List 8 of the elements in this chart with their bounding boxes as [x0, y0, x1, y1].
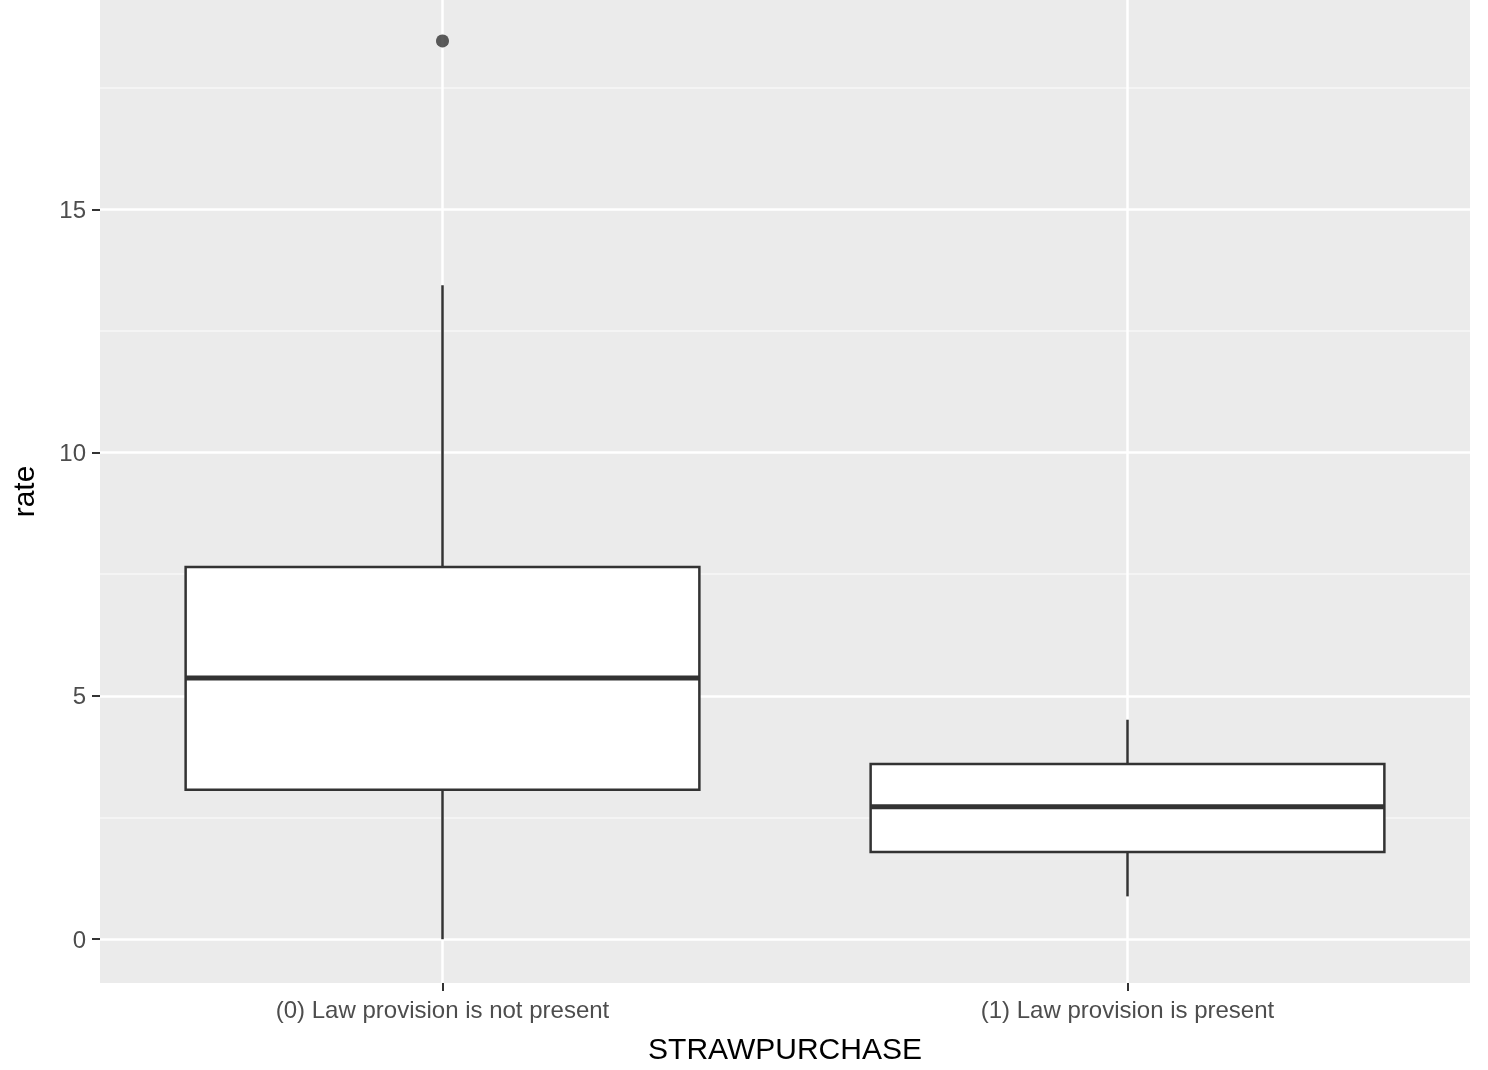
- x-tick-label: (1) Law provision is present: [980, 995, 1275, 1023]
- y-tick-label: 5: [72, 682, 86, 710]
- y-axis-title: rate: [6, 465, 40, 518]
- x-tick-label: (0) Law provision is not present: [275, 995, 610, 1023]
- y-tick-label: 0: [72, 925, 86, 953]
- x-axis-title: STRAWPURCHASE: [648, 1031, 922, 1065]
- y-tick-label: 10: [59, 439, 86, 467]
- y-tick-label: 15: [59, 195, 86, 223]
